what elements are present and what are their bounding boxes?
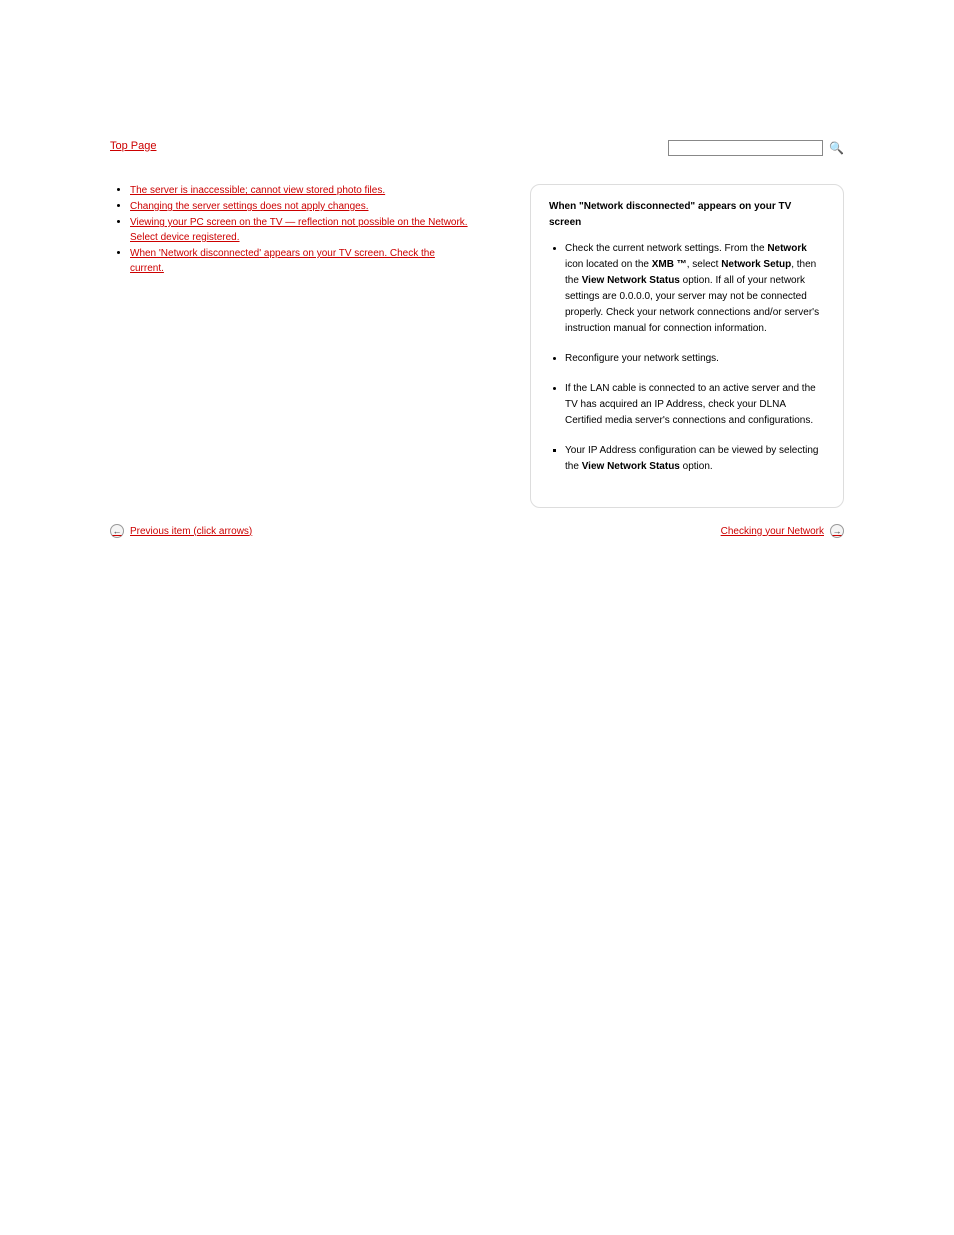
bold-text: Network: [767, 243, 806, 254]
nav-link-1[interactable]: The server is inaccessible; cannot view …: [130, 185, 385, 196]
list-item: When 'Network disconnected' appears on y…: [130, 247, 490, 274]
text: , select: [687, 259, 721, 270]
page-container: Top Page 🔍 The server is inaccessible; c…: [0, 0, 954, 578]
bold-text: View Network Status: [582, 275, 680, 286]
text: icon located on the: [565, 259, 652, 270]
bold-text: XMB ™: [652, 259, 687, 270]
search-icon[interactable]: 🔍: [829, 141, 844, 155]
prev-link[interactable]: ← Previous item (click arrows): [110, 524, 252, 538]
nav-link-3-sub[interactable]: Select device registered.: [130, 232, 490, 243]
card-para-4: Your IP Address configuration can be vie…: [565, 443, 825, 475]
text: Check the current network settings. From…: [565, 243, 767, 254]
bold-text: View Network Status: [582, 461, 680, 472]
nav-link-4[interactable]: When 'Network disconnected' appears on y…: [130, 248, 435, 259]
main-row: The server is inaccessible; cannot view …: [110, 184, 844, 508]
content-card: When "Network disconnected" appears on y…: [530, 184, 844, 508]
arrow-left-icon: ←: [110, 524, 124, 538]
bold-text: Network Setup: [721, 259, 791, 270]
nav-link-4-sub[interactable]: current.: [130, 263, 490, 274]
card-para-2: Reconfigure your network settings.: [565, 351, 825, 367]
prev-label: Previous item (click arrows): [130, 526, 252, 537]
next-label: Checking your Network: [721, 526, 824, 537]
text: option.: [680, 461, 713, 472]
list-item: The server is inaccessible; cannot view …: [130, 184, 490, 196]
card-para-1: Check the current network settings. From…: [565, 241, 825, 337]
top-row: Top Page 🔍: [110, 140, 844, 156]
pager-row: ← Previous item (click arrows) Checking …: [110, 524, 844, 538]
card-para-3: If the LAN cable is connected to an acti…: [565, 381, 825, 429]
list-item: Viewing your PC screen on the TV — refle…: [130, 216, 490, 243]
next-link[interactable]: Checking your Network →: [721, 524, 844, 538]
nav-link-2[interactable]: Changing the server settings does not ap…: [130, 201, 369, 212]
nav-link-3[interactable]: Viewing your PC screen on the TV — refle…: [130, 217, 468, 228]
list-item: Changing the server settings does not ap…: [130, 200, 490, 212]
card-title: When "Network disconnected" appears on y…: [549, 199, 825, 231]
top-page-link[interactable]: Top Page: [110, 140, 156, 152]
search-box: 🔍: [668, 140, 844, 156]
left-nav: The server is inaccessible; cannot view …: [110, 184, 490, 508]
arrow-right-icon: →: [830, 524, 844, 538]
search-input[interactable]: [668, 140, 823, 156]
